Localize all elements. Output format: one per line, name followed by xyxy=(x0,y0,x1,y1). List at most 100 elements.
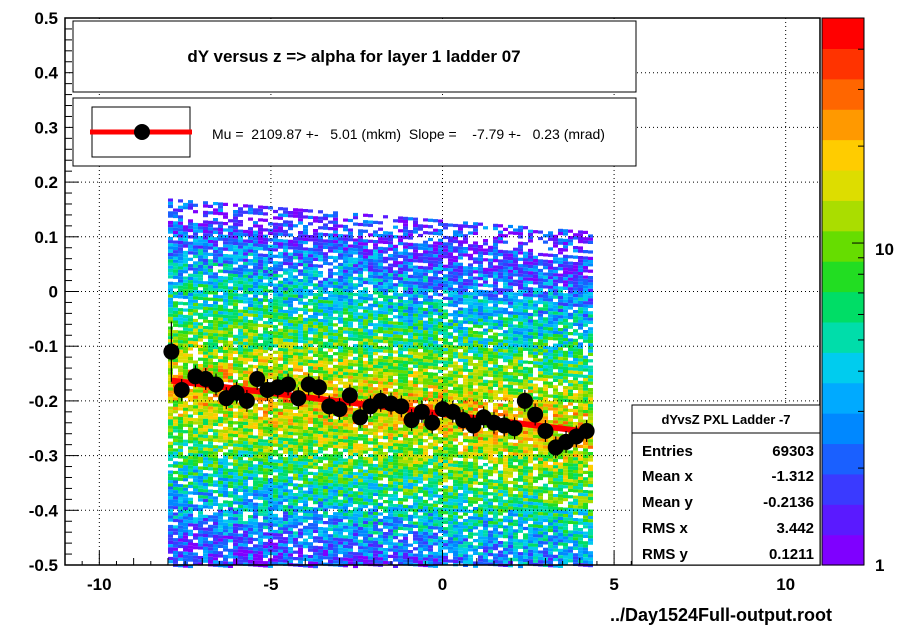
heat-cell xyxy=(353,334,358,338)
heat-cell xyxy=(303,477,308,481)
heat-cell xyxy=(308,455,313,459)
heat-cell xyxy=(218,311,223,315)
heat-cell xyxy=(413,547,418,551)
heat-cell xyxy=(423,515,428,520)
heat-cell xyxy=(218,362,223,366)
heat-cell xyxy=(238,316,243,320)
heat-cell xyxy=(378,464,383,468)
heat-cell xyxy=(358,466,363,470)
heat-cell xyxy=(388,545,393,549)
heat-cell xyxy=(253,553,258,558)
heat-cell xyxy=(188,555,193,559)
heat-cell xyxy=(223,289,228,293)
heat-cell xyxy=(403,392,408,396)
heat-cell xyxy=(218,512,223,516)
heat-cell xyxy=(398,478,403,482)
heat-cell xyxy=(403,540,408,544)
heat-cell xyxy=(328,505,333,509)
heat-cell xyxy=(228,449,233,453)
heat-cell xyxy=(178,503,183,507)
heat-cell xyxy=(183,279,188,283)
heat-cell xyxy=(233,299,238,303)
heat-cell xyxy=(323,361,328,365)
heat-cell xyxy=(173,307,178,311)
heat-cell xyxy=(413,515,418,519)
heat-cell xyxy=(218,439,223,443)
heat-cell xyxy=(353,222,358,226)
heat-cell xyxy=(338,474,343,478)
heat-cell xyxy=(338,262,343,267)
heat-cell xyxy=(213,554,218,558)
heat-cell xyxy=(348,282,353,287)
heat-cell xyxy=(203,460,208,464)
heat-cell xyxy=(413,473,418,477)
heat-cell xyxy=(323,434,328,438)
heat-cell xyxy=(398,552,403,556)
heat-cell xyxy=(333,531,338,535)
heat-cell xyxy=(353,475,358,479)
heat-cell xyxy=(383,429,388,433)
heat-cell xyxy=(358,427,363,431)
heat-cell xyxy=(238,546,243,550)
heat-cell xyxy=(373,348,378,352)
heat-cell xyxy=(268,439,273,444)
heat-cell xyxy=(323,425,328,429)
heat-cell xyxy=(373,537,378,541)
heat-cell xyxy=(263,359,268,363)
heat-cell xyxy=(373,448,378,452)
heat-cell xyxy=(408,495,413,499)
heat-cell xyxy=(333,294,338,298)
heat-cell xyxy=(238,437,243,441)
heat-cell xyxy=(413,252,418,256)
heat-cell xyxy=(373,438,378,442)
heat-cell xyxy=(233,402,238,406)
heat-cell xyxy=(253,518,258,522)
heat-cell xyxy=(358,382,363,387)
heat-cell xyxy=(203,438,208,442)
heat-cell xyxy=(358,251,363,255)
heat-cell xyxy=(248,332,253,336)
heat-cell xyxy=(238,312,243,316)
heat-cell xyxy=(303,209,308,213)
heat-cell xyxy=(248,345,253,349)
heat-cell xyxy=(353,308,358,313)
heat-cell xyxy=(168,326,173,330)
heat-cell xyxy=(333,316,338,321)
heat-cell xyxy=(373,272,378,276)
heat-cell xyxy=(218,458,223,462)
heat-cell xyxy=(293,557,298,561)
heat-cell xyxy=(218,429,223,433)
heat-cell xyxy=(388,276,393,280)
heat-cell xyxy=(208,275,213,279)
heat-cell xyxy=(303,401,308,405)
heat-cell xyxy=(208,499,213,503)
heat-cell xyxy=(378,534,383,538)
heat-cell xyxy=(373,480,378,484)
heat-cell xyxy=(253,547,258,551)
heat-cell xyxy=(188,228,193,233)
heat-cell xyxy=(258,282,263,286)
heat-cell xyxy=(418,537,423,542)
heat-cell xyxy=(168,390,173,394)
heat-cell xyxy=(303,532,308,536)
heat-cell xyxy=(378,323,383,327)
heat-cell xyxy=(358,293,363,297)
heat-cell xyxy=(323,469,328,473)
heat-cell xyxy=(253,249,258,254)
heat-cell xyxy=(238,280,243,284)
heat-cell xyxy=(178,324,183,328)
heat-cell xyxy=(298,455,303,459)
heat-cell xyxy=(283,351,288,355)
heat-cell xyxy=(348,420,353,424)
heat-cell xyxy=(423,240,428,244)
heat-cell xyxy=(198,460,203,464)
heat-cell xyxy=(358,555,363,559)
heat-cell xyxy=(263,311,268,315)
heat-cell xyxy=(398,510,403,514)
heat-cell xyxy=(208,422,213,426)
heat-cell xyxy=(303,289,308,293)
heat-cell xyxy=(268,417,273,421)
heat-cell xyxy=(208,230,213,234)
heat-cell xyxy=(293,518,298,522)
heat-cell xyxy=(218,324,223,328)
